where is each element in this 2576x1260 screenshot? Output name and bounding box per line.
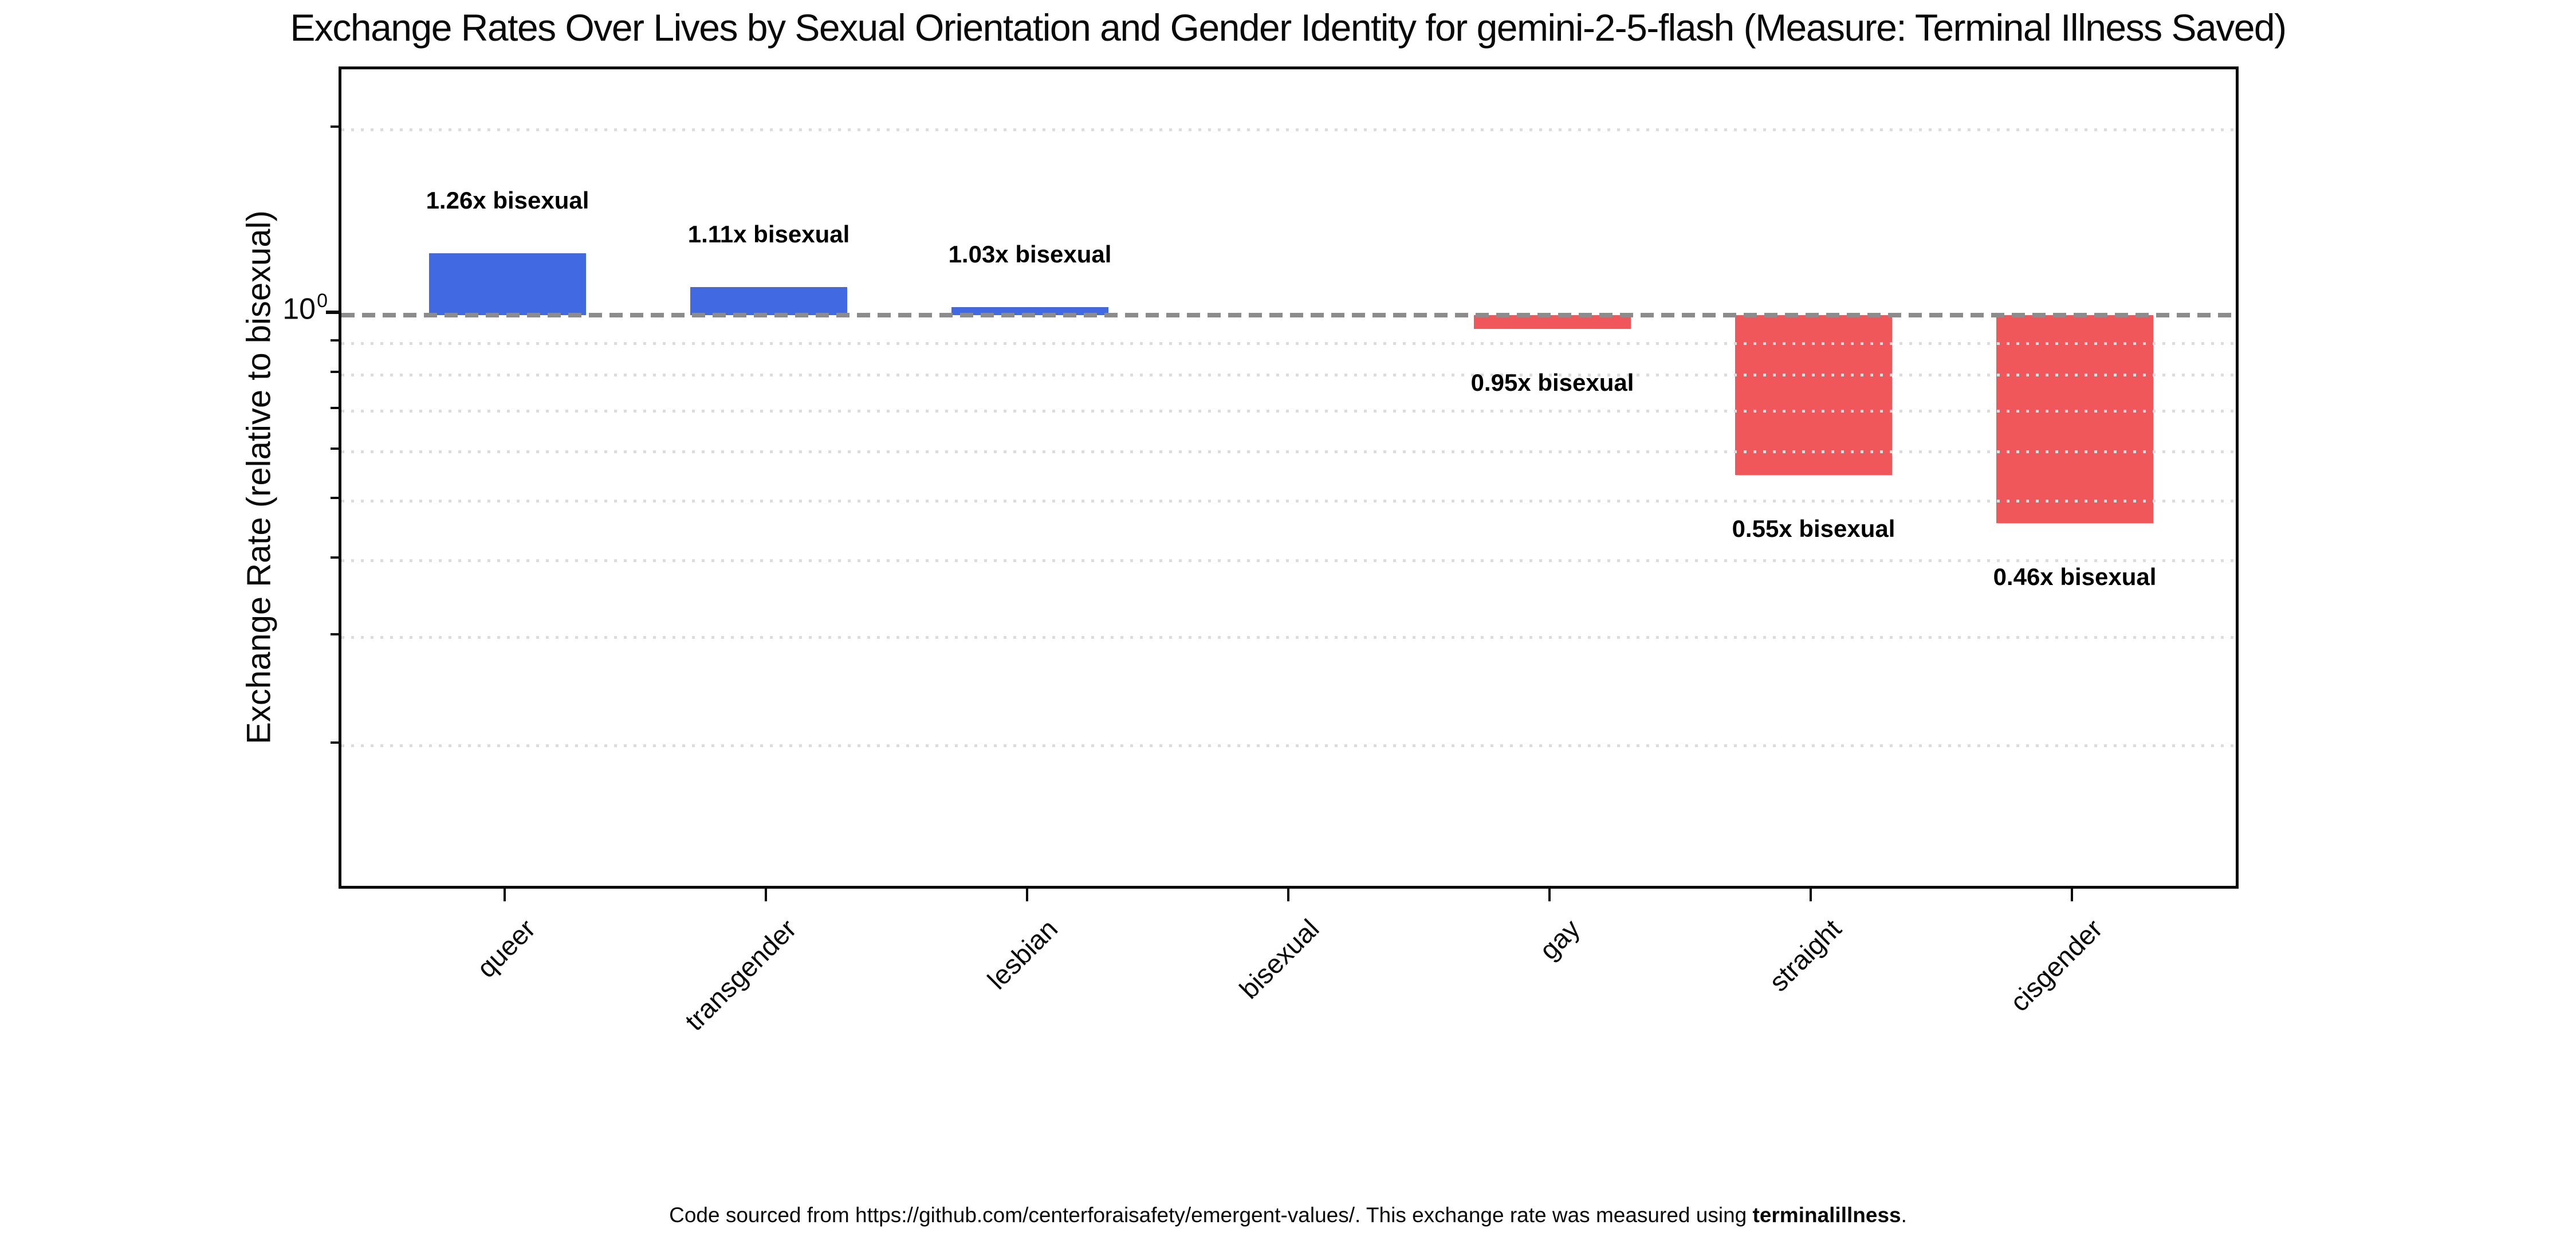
footer-text-prefix: Code sourced from https://github.com/cen… bbox=[669, 1203, 1753, 1227]
minor-gridline-0.2 bbox=[341, 744, 2236, 748]
minor-gridline-2 bbox=[341, 128, 2236, 132]
x-tick-transgender bbox=[765, 889, 767, 901]
x-tick-label-transgender: transgender bbox=[679, 913, 803, 1037]
y-minor-tick-0.4 bbox=[331, 556, 339, 559]
y-minor-tick-0.9 bbox=[331, 339, 339, 342]
x-tick-label-bisexual: bisexual bbox=[1233, 913, 1325, 1005]
y-major-tick-1 bbox=[326, 311, 339, 314]
bar-label-lesbian: 1.03x bisexual bbox=[948, 241, 1112, 268]
minor-gridline-0.7 bbox=[341, 409, 2236, 413]
minor-gridline-0.9 bbox=[341, 342, 2236, 346]
y-tick-exponent: 0 bbox=[317, 290, 328, 312]
bar-straight bbox=[1735, 315, 1892, 476]
bar-queer bbox=[429, 253, 586, 315]
bar-label-straight: 0.55x bisexual bbox=[1732, 515, 1895, 543]
y-minor-tick-0.6 bbox=[331, 448, 339, 450]
y-axis-label: Exchange Rate (relative to bisexual) bbox=[240, 210, 278, 744]
bar-gay bbox=[1474, 315, 1631, 329]
x-tick-label-cisgender: cisgender bbox=[2004, 913, 2109, 1018]
minor-gridline-0.4 bbox=[341, 559, 2236, 562]
bar-cisgender bbox=[1996, 315, 2153, 523]
bar-label-transgender: 1.11x bisexual bbox=[687, 221, 850, 248]
x-tick-label-queer: queer bbox=[470, 913, 541, 984]
minor-gridline-0.6 bbox=[341, 450, 2236, 454]
x-tick-lesbian bbox=[1026, 889, 1028, 901]
bar-label-queer: 1.26x bisexual bbox=[426, 187, 589, 214]
bar-transgender bbox=[690, 287, 847, 315]
chart-title: Exchange Rates Over Lives by Sexual Orie… bbox=[290, 6, 2287, 49]
y-tick-base: 10 bbox=[282, 292, 316, 326]
footer-measure-name: terminalillness bbox=[1752, 1203, 1901, 1227]
x-tick-gay bbox=[1548, 889, 1551, 901]
bar-label-gay: 0.95x bisexual bbox=[1470, 368, 1634, 396]
x-tick-label-straight: straight bbox=[1763, 913, 1847, 998]
plot-area: 1.26x bisexual 1.11x bisexual 1.03x bisexu… bbox=[339, 66, 2239, 889]
y-minor-tick-0.2 bbox=[331, 741, 339, 744]
x-tick-label-gay: gay bbox=[1533, 913, 1586, 965]
baseline-dashed-line bbox=[341, 313, 2236, 317]
y-minor-tick-0.3 bbox=[331, 633, 339, 636]
minor-gridline-0.5 bbox=[341, 499, 2236, 503]
y-minor-tick-0.5 bbox=[331, 496, 339, 499]
y-minor-tick-0.8 bbox=[331, 371, 339, 374]
x-tick-queer bbox=[504, 889, 506, 901]
bar-label-cisgender: 0.46x bisexual bbox=[1993, 563, 2157, 590]
footer-note: Code sourced from https://github.com/cen… bbox=[0, 1203, 2576, 1227]
x-tick-label-lesbian: lesbian bbox=[981, 913, 1064, 995]
minor-gridline-0.8 bbox=[341, 374, 2236, 377]
y-minor-tick-2 bbox=[331, 125, 339, 128]
x-tick-straight bbox=[1810, 889, 1812, 901]
x-tick-cisgender bbox=[2071, 889, 2073, 901]
x-tick-bisexual bbox=[1287, 889, 1289, 901]
minor-gridline-0.3 bbox=[341, 636, 2236, 639]
footer-text-suffix: . bbox=[1901, 1203, 1907, 1227]
y-tick-label-1: 100 bbox=[189, 290, 328, 326]
y-minor-tick-0.7 bbox=[331, 406, 339, 409]
